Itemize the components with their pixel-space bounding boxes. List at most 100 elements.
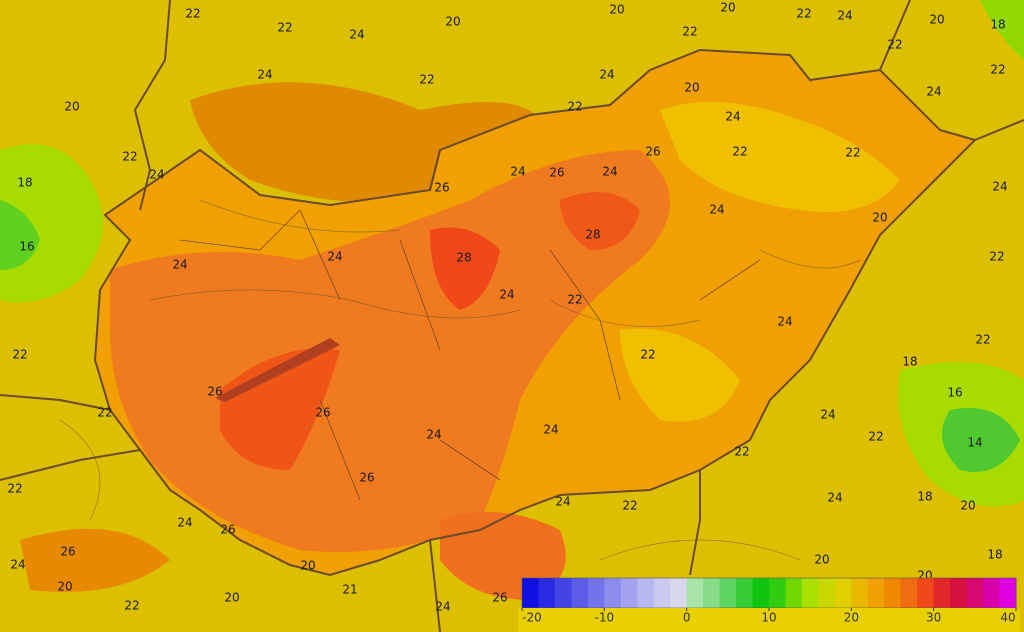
contour-label: 20 <box>872 211 887 225</box>
contour-label: 24 <box>820 408 835 422</box>
contour-label: 26 <box>220 523 235 537</box>
contour-label: 28 <box>585 228 600 242</box>
contour-label: 22 <box>734 445 749 459</box>
contour-label: 20 <box>224 591 239 605</box>
contour-label: 24 <box>599 68 614 82</box>
contour-label: 26 <box>359 471 374 485</box>
contour-label: 24 <box>709 203 724 217</box>
warm-area <box>20 528 170 592</box>
colorbar-tick-label: 30 <box>926 611 941 625</box>
contour-label: 24 <box>499 288 514 302</box>
contour-label: 22 <box>185 7 200 21</box>
contour-label: 20 <box>445 15 460 29</box>
contour-label: 24 <box>777 315 792 329</box>
contour-label: 22 <box>989 250 1004 264</box>
colorbar-tick-label: 0 <box>683 611 691 625</box>
contour-label: 22 <box>990 63 1005 77</box>
color-swatch <box>522 578 539 608</box>
contour-label: 24 <box>827 491 842 505</box>
contour-label: 18 <box>987 548 1002 562</box>
contour-label: 26 <box>207 385 222 399</box>
contour-label: 20 <box>300 559 315 573</box>
color-swatch <box>736 578 754 608</box>
contour-label: 20 <box>814 553 829 567</box>
contour-label: 20 <box>684 81 699 95</box>
color-swatch <box>867 578 885 608</box>
colorbar-label-strip <box>518 608 1020 632</box>
contour-label: 22 <box>12 348 27 362</box>
contour-label: 22 <box>122 150 137 164</box>
color-swatch <box>703 578 721 608</box>
color-swatch <box>769 578 786 608</box>
color-swatch <box>851 578 869 608</box>
contour-label: 22 <box>622 499 637 513</box>
contour-label: 22 <box>124 599 139 613</box>
contour-label: 24 <box>257 68 272 82</box>
isoline <box>59 199 861 561</box>
cool-area <box>0 200 40 270</box>
color-swatch <box>900 578 918 608</box>
contour-label: 22 <box>975 333 990 347</box>
contour-label: 21 <box>342 583 357 597</box>
contour-label: 26 <box>492 591 507 605</box>
contour-label: 24 <box>555 495 570 509</box>
color-swatch <box>670 578 688 608</box>
color-swatch <box>818 578 836 608</box>
contour-label: 22 <box>567 293 582 307</box>
colorbar-tick-label: 10 <box>761 611 776 625</box>
color-swatch <box>719 578 737 608</box>
contour-label: 24 <box>837 9 852 23</box>
contour-label: 26 <box>549 166 564 180</box>
color-swatch <box>917 578 935 608</box>
color-swatch <box>950 578 968 608</box>
contour-labels: 22 22 24 20 20 20 22 24 20 18 22 24 22 24 20 22 22 22 24 20… <box>7 1 1007 614</box>
colorbar-tick-label: -20 <box>522 611 542 625</box>
color-swatch <box>637 578 655 608</box>
country-border <box>93 48 977 577</box>
hot-area <box>430 227 500 310</box>
color-swatch <box>966 578 984 608</box>
color-swatch <box>538 578 556 608</box>
color-swatch <box>653 578 671 608</box>
contour-label: 22 <box>887 38 902 52</box>
contour-label: 20 <box>720 1 735 15</box>
cool-area <box>942 408 1020 472</box>
contour-label: 24 <box>172 258 187 272</box>
contour-label: 20 <box>960 499 975 513</box>
contour-label: 22 <box>732 145 747 159</box>
contour-label: 24 <box>602 165 617 179</box>
lake <box>215 338 340 402</box>
county-border <box>179 209 761 501</box>
contour-label: 24 <box>510 165 525 179</box>
contour-label: 28 <box>456 251 471 265</box>
color-swatch <box>884 578 902 608</box>
contour-label: 18 <box>917 490 932 504</box>
contour-label: 18 <box>990 18 1005 32</box>
contour-label: 24 <box>327 250 342 264</box>
contour-label: 24 <box>435 600 450 614</box>
contour-label: 16 <box>947 386 962 400</box>
mild-area <box>620 328 740 422</box>
color-swatch <box>686 578 704 608</box>
contour-label: 26 <box>315 406 330 420</box>
contour-label: 20 <box>57 580 72 594</box>
color-swatch <box>554 578 572 608</box>
contour-label: 24 <box>177 516 192 530</box>
contour-label: 20 <box>64 100 79 114</box>
contour-label: 22 <box>845 146 860 160</box>
contour-label: 22 <box>567 100 582 114</box>
contour-label: 24 <box>543 423 558 437</box>
hot-area <box>220 348 340 470</box>
contour-label: 22 <box>419 73 434 87</box>
mild-area <box>660 102 900 212</box>
contour-label: 24 <box>926 85 941 99</box>
cool-area <box>0 144 103 303</box>
contour-label: 24 <box>149 168 164 182</box>
contour-label: 22 <box>682 25 697 39</box>
contour-label: 22 <box>868 430 883 444</box>
colorbar-tick-label: 20 <box>844 611 859 625</box>
contour-label: 20 <box>929 13 944 27</box>
color-swatch <box>983 578 1001 608</box>
contour-label: 24 <box>426 428 441 442</box>
